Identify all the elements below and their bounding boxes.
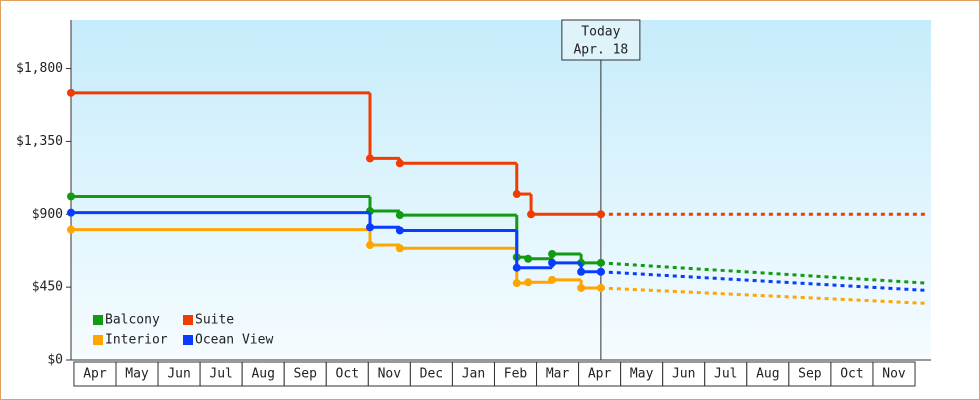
- forecast-line: [600, 286, 927, 305]
- point: [512, 190, 521, 199]
- x-tick-label: Oct: [336, 367, 359, 382]
- x-tick-box: [536, 361, 580, 387]
- point: [395, 244, 404, 253]
- x-tick-label: May: [125, 367, 149, 382]
- point: [512, 263, 521, 272]
- point: [67, 88, 75, 97]
- x-tick-label: Sep: [798, 367, 822, 382]
- point: [548, 275, 557, 284]
- today-box: [561, 19, 641, 61]
- x-tick-label: Mar: [546, 367, 570, 382]
- point: [548, 258, 557, 267]
- point: [366, 223, 375, 232]
- legend-label: Balcony: [105, 313, 160, 328]
- x-tick-label: Sep: [293, 367, 317, 382]
- x-tick-box: [662, 361, 706, 387]
- x-tick-box: [704, 361, 748, 387]
- point: [596, 258, 605, 267]
- point: [527, 210, 536, 219]
- x-tick-label: Jul: [714, 367, 737, 382]
- point: [67, 192, 75, 201]
- point: [512, 279, 521, 288]
- point: [596, 210, 605, 219]
- y-tick-label: $450: [32, 280, 63, 295]
- point: [524, 254, 533, 263]
- x-tick-box: [73, 361, 117, 387]
- x-tick-box: [578, 361, 622, 387]
- today-label: Apr. 18: [573, 43, 628, 58]
- point: [395, 226, 404, 235]
- point: [395, 159, 404, 168]
- x-tick-label: Nov: [882, 367, 906, 382]
- x-tick-box: [788, 361, 832, 387]
- y-tick-label: $0: [47, 353, 63, 368]
- today-label: Today: [581, 25, 620, 40]
- x-tick-box: [241, 361, 285, 387]
- point: [67, 208, 75, 217]
- legend-swatch: [93, 335, 103, 345]
- y-tick-label: $1,800: [16, 61, 63, 76]
- x-tick-box: [199, 361, 243, 387]
- x-tick-label: May: [630, 367, 654, 382]
- x-tick-label: Nov: [378, 367, 402, 382]
- point: [366, 241, 375, 250]
- x-tick-label: Jan: [462, 367, 485, 382]
- forecast-line: [600, 270, 927, 292]
- x-tick-box: [157, 361, 201, 387]
- x-tick-box: [830, 361, 874, 387]
- x-tick-label: Aug: [251, 367, 274, 382]
- plot-area: [71, 20, 931, 360]
- x-tick-box: [115, 361, 159, 387]
- legend-label: Ocean View: [195, 333, 273, 348]
- x-tick-box: [872, 361, 916, 387]
- x-tick-label: Apr: [588, 367, 612, 382]
- legend-swatch: [183, 315, 193, 325]
- y-tick-label: $900: [32, 207, 63, 222]
- x-tick-label: Jun: [167, 367, 190, 382]
- x-tick-label: Jul: [209, 367, 232, 382]
- point: [596, 283, 605, 292]
- x-tick-label: Apr: [83, 367, 107, 382]
- legend-label: Interior: [105, 333, 168, 348]
- x-tick-label: Oct: [840, 367, 863, 382]
- point: [577, 283, 586, 292]
- point: [596, 267, 605, 276]
- point: [548, 249, 557, 258]
- x-tick-label: Dec: [420, 367, 443, 382]
- legend-swatch: [183, 335, 193, 345]
- legend-label: Suite: [195, 313, 234, 328]
- point: [366, 154, 375, 163]
- x-tick-label: Feb: [504, 367, 528, 382]
- x-tick-label: Jun: [672, 367, 695, 382]
- x-tick-box: [367, 361, 411, 387]
- forecast-line: [600, 261, 927, 285]
- legend-swatch: [93, 315, 103, 325]
- x-tick-box: [451, 361, 495, 387]
- y-tick-label: $1,350: [16, 134, 63, 149]
- point: [524, 278, 533, 287]
- point: [395, 211, 404, 220]
- point: [67, 225, 75, 234]
- point: [577, 267, 586, 276]
- x-tick-label: Aug: [756, 367, 779, 382]
